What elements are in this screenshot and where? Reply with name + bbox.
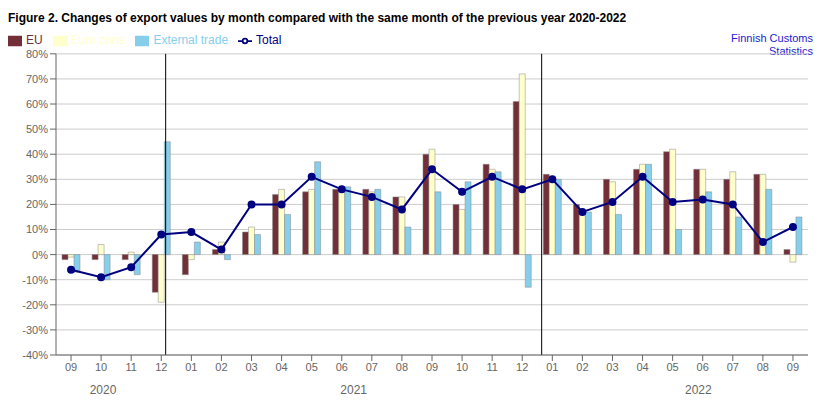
svg-text:2020: 2020 [90, 383, 117, 397]
svg-text:09: 09 [65, 361, 77, 373]
svg-text:01: 01 [546, 361, 558, 373]
html-text:Statistics: Statistics [769, 45, 813, 57]
html-text:External trade: External trade [153, 33, 229, 47]
svg-text:03: 03 [606, 361, 618, 373]
svg-text:12: 12 [155, 361, 167, 373]
svg-text:-40%: -40% [22, 349, 48, 361]
svg-text:12: 12 [516, 361, 528, 373]
svg-text:11: 11 [486, 361, 497, 373]
html-text:Figure 2. Changes of export va: Figure 2. Changes of export values by mo… [8, 11, 627, 25]
svg-text:07: 07 [366, 361, 378, 373]
html-text:Total: Total [256, 33, 282, 47]
svg-text:07: 07 [727, 361, 739, 373]
svg-text:10: 10 [95, 361, 107, 373]
svg-text:10: 10 [456, 361, 468, 373]
svg-text:2022: 2022 [685, 383, 712, 397]
svg-text:10%: 10% [26, 223, 48, 235]
svg-text:06: 06 [336, 361, 348, 373]
svg-text:01: 01 [185, 361, 197, 373]
svg-text:09: 09 [787, 361, 799, 373]
svg-text:09: 09 [426, 361, 438, 373]
html-text:Finnish Customs: Finnish Customs [731, 32, 813, 44]
svg-text:03: 03 [245, 361, 257, 373]
svg-text:-10%: -10% [22, 274, 48, 286]
html-text:Euro zone: Euro zone [70, 33, 126, 47]
svg-text:06: 06 [697, 361, 709, 373]
svg-text:05: 05 [667, 361, 679, 373]
svg-text:20%: 20% [26, 198, 48, 210]
svg-text:50%: 50% [26, 123, 48, 135]
svg-text:04: 04 [636, 361, 648, 373]
svg-text:70%: 70% [26, 73, 48, 85]
svg-text:08: 08 [396, 361, 408, 373]
svg-text:05: 05 [306, 361, 318, 373]
svg-text:80%: 80% [26, 48, 48, 60]
svg-text:02: 02 [215, 361, 227, 373]
svg-text:30%: 30% [26, 173, 48, 185]
svg-text:04: 04 [275, 361, 287, 373]
svg-text:11: 11 [125, 361, 136, 373]
svg-text:-30%: -30% [22, 324, 48, 336]
svg-text:02: 02 [576, 361, 588, 373]
html-text:EU: EU [26, 33, 43, 47]
svg-text:2021: 2021 [340, 383, 367, 397]
svg-text:08: 08 [757, 361, 769, 373]
svg-text:0%: 0% [32, 249, 48, 261]
svg-text:-20%: -20% [22, 299, 48, 311]
svg-text:60%: 60% [26, 98, 48, 110]
svg-text:40%: 40% [26, 148, 48, 160]
